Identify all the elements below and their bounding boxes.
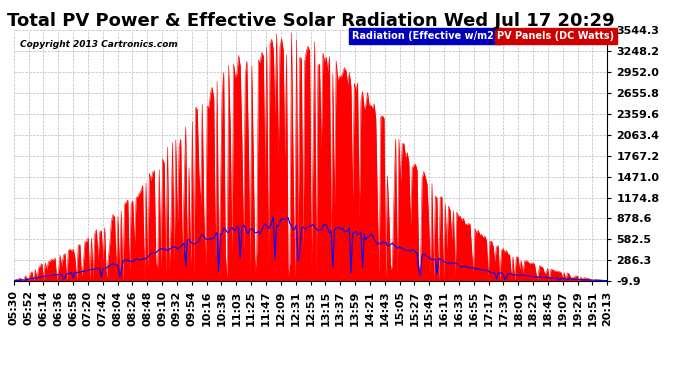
Text: PV Panels (DC Watts): PV Panels (DC Watts): [497, 31, 615, 41]
Text: Radiation (Effective w/m2): Radiation (Effective w/m2): [352, 31, 498, 41]
Text: Copyright 2013 Cartronics.com: Copyright 2013 Cartronics.com: [20, 40, 177, 49]
Title: Total PV Power & Effective Solar Radiation Wed Jul 17 20:29: Total PV Power & Effective Solar Radiati…: [7, 12, 614, 30]
